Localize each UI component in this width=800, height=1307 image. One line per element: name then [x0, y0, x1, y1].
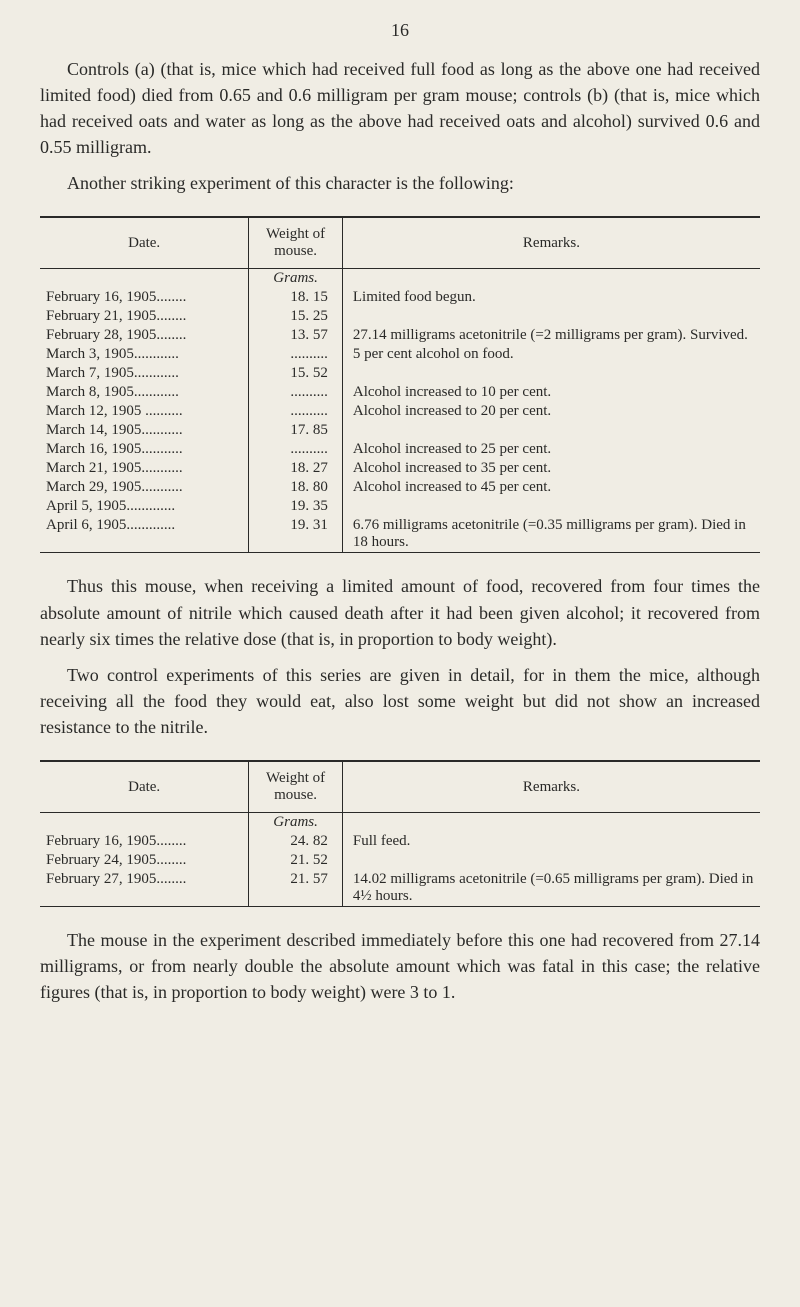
table-row: March 8, 1905......................Alcoh… [40, 383, 760, 402]
paragraph-3: Thus this mouse, when receiving a limite… [40, 573, 760, 651]
weight-cell: 15. 25 [249, 307, 343, 326]
remarks-cell: Alcohol increased to 35 per cent. [342, 459, 760, 478]
remarks-cell [342, 421, 760, 440]
table-units-row: Grams. [40, 813, 760, 833]
table-cell [342, 269, 760, 289]
table-header-date: Date. [40, 218, 249, 269]
weight-cell: 21. 52 [249, 851, 343, 870]
paragraph-1: Controls (a) (that is, mice which had re… [40, 56, 760, 160]
remarks-cell: 27.14 milligrams acetonitrile (=2 millig… [342, 326, 760, 345]
remarks-cell: 5 per cent alcohol on food. [342, 345, 760, 364]
weight-cell: 19. 31 [249, 516, 343, 552]
date-cell: February 28, 1905........ [40, 326, 249, 345]
weight-cell: 19. 35 [249, 497, 343, 516]
table-row: February 24, 1905........21. 52 [40, 851, 760, 870]
date-cell: March 12, 1905 .......... [40, 402, 249, 421]
table-cell [40, 813, 249, 833]
remarks-cell [342, 307, 760, 326]
remarks-cell: Limited food begun. [342, 288, 760, 307]
weight-cell: 18. 15 [249, 288, 343, 307]
table-header-weight: Weight of mouse. [249, 762, 343, 813]
paragraph-4: Two control experiments of this series a… [40, 662, 760, 740]
remarks-cell: Alcohol increased to 25 per cent. [342, 440, 760, 459]
table-row: February 16, 1905........24. 82Full feed… [40, 832, 760, 851]
data-table-1: Date. Weight of mouse. Remarks. Grams.Fe… [40, 217, 760, 552]
remarks-cell: 14.02 milligrams acetonitrile (=0.65 mil… [342, 870, 760, 906]
date-cell: March 29, 1905........... [40, 478, 249, 497]
table-units-cell: Grams. [249, 813, 343, 833]
weight-cell: .......... [249, 402, 343, 421]
remarks-cell: 6.76 milligrams acetonitrile (=0.35 mill… [342, 516, 760, 552]
date-cell: March 3, 1905............ [40, 345, 249, 364]
weight-cell: 15. 52 [249, 364, 343, 383]
table-row: April 5, 1905.............19. 35 [40, 497, 760, 516]
weight-cell: 18. 27 [249, 459, 343, 478]
table-row: March 21, 1905...........18. 27Alcohol i… [40, 459, 760, 478]
weight-cell: 24. 82 [249, 832, 343, 851]
table-2-container: Date. Weight of mouse. Remarks. Grams.Fe… [40, 760, 760, 907]
table-1-container: Date. Weight of mouse. Remarks. Grams.Fe… [40, 216, 760, 553]
data-table-2: Date. Weight of mouse. Remarks. Grams.Fe… [40, 761, 760, 906]
date-cell: March 16, 1905........... [40, 440, 249, 459]
paragraph-5: The mouse in the experiment described im… [40, 927, 760, 1005]
remarks-cell: Alcohol increased to 10 per cent. [342, 383, 760, 402]
weight-cell: 13. 57 [249, 326, 343, 345]
date-cell: March 14, 1905........... [40, 421, 249, 440]
date-cell: February 16, 1905........ [40, 832, 249, 851]
weight-cell: 21. 57 [249, 870, 343, 906]
table-row: April 6, 1905.............19. 316.76 mil… [40, 516, 760, 552]
remarks-cell: Full feed. [342, 832, 760, 851]
table-units-row: Grams. [40, 269, 760, 289]
remarks-cell: Alcohol increased to 20 per cent. [342, 402, 760, 421]
table-row: February 21, 1905........15. 25 [40, 307, 760, 326]
weight-cell: 18. 80 [249, 478, 343, 497]
table-header-date: Date. [40, 762, 249, 813]
table-header-remarks: Remarks. [342, 762, 760, 813]
remarks-cell [342, 851, 760, 870]
table-header-row: Date. Weight of mouse. Remarks. [40, 762, 760, 813]
paragraph-2: Another striking experiment of this char… [40, 170, 760, 196]
table-row: March 16, 1905.....................Alcoh… [40, 440, 760, 459]
table-row: February 28, 1905........13. 5727.14 mil… [40, 326, 760, 345]
table-units-cell: Grams. [249, 269, 343, 289]
weight-cell: .......... [249, 383, 343, 402]
date-cell: February 24, 1905........ [40, 851, 249, 870]
table-cell [342, 813, 760, 833]
date-cell: February 21, 1905........ [40, 307, 249, 326]
date-cell: March 21, 1905........... [40, 459, 249, 478]
weight-cell: .......... [249, 440, 343, 459]
remarks-cell: Alcohol increased to 45 per cent. [342, 478, 760, 497]
date-cell: February 16, 1905........ [40, 288, 249, 307]
table-row: March 14, 1905...........17. 85 [40, 421, 760, 440]
page-number: 16 [40, 20, 760, 41]
table-header-weight: Weight of mouse. [249, 218, 343, 269]
table-row: March 29, 1905...........18. 80Alcohol i… [40, 478, 760, 497]
remarks-cell [342, 364, 760, 383]
weight-cell: 17. 85 [249, 421, 343, 440]
table-row: February 27, 1905........21. 5714.02 mil… [40, 870, 760, 906]
table-row: March 12, 1905 ....................Alcoh… [40, 402, 760, 421]
date-cell: March 7, 1905............ [40, 364, 249, 383]
table-cell [40, 269, 249, 289]
table-row: February 16, 1905........18. 15Limited f… [40, 288, 760, 307]
table-header-remarks: Remarks. [342, 218, 760, 269]
weight-cell: .......... [249, 345, 343, 364]
table-row: March 3, 1905......................5 per… [40, 345, 760, 364]
date-cell: March 8, 1905............ [40, 383, 249, 402]
date-cell: February 27, 1905........ [40, 870, 249, 906]
table-header-row: Date. Weight of mouse. Remarks. [40, 218, 760, 269]
date-cell: April 5, 1905............. [40, 497, 249, 516]
date-cell: April 6, 1905............. [40, 516, 249, 552]
table-row: March 7, 1905............15. 52 [40, 364, 760, 383]
remarks-cell [342, 497, 760, 516]
